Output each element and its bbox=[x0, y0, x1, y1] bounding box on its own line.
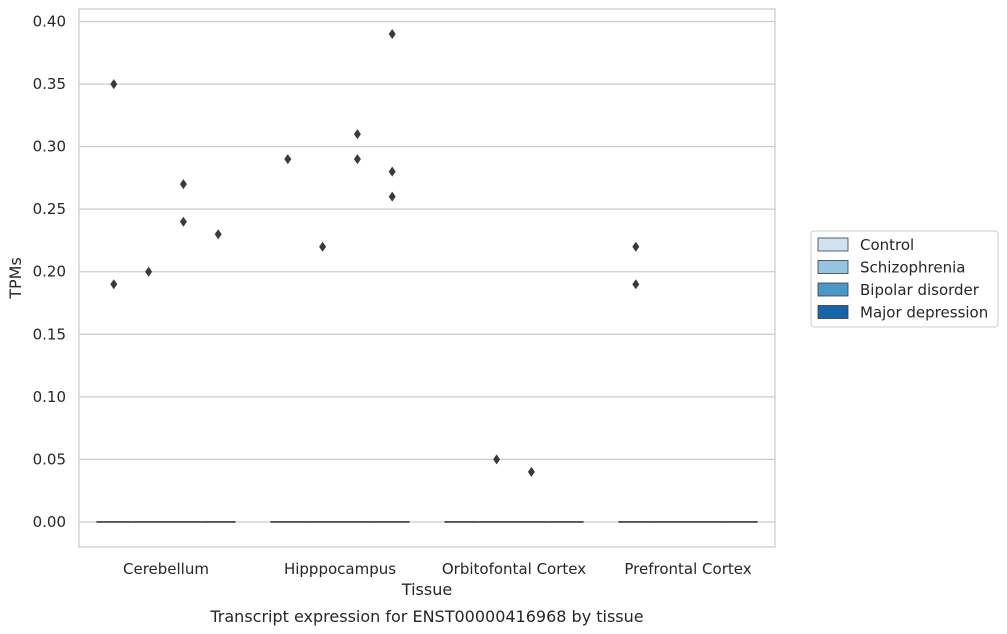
legend-frame bbox=[810, 230, 999, 328]
y-tick-labels: 0.00 0.05 0.10 0.15 0.20 0.25 0.30 0.35 0.40 bbox=[33, 13, 66, 531]
outlier-point bbox=[214, 229, 222, 240]
legend: Control Schizophrenia Bipolar disorder Majo… bbox=[810, 230, 999, 328]
y-tick-label: 0.20 bbox=[33, 263, 66, 281]
y-tick-label: 0.40 bbox=[33, 13, 66, 31]
outlier-point bbox=[179, 216, 187, 227]
legend-label: Control bbox=[860, 236, 914, 254]
legend-swatch bbox=[817, 260, 849, 274]
legend-swatch bbox=[817, 237, 849, 252]
x-axis-title: Tissue bbox=[401, 580, 452, 599]
y-tick-label: 0.00 bbox=[33, 513, 66, 531]
y-tick-label: 0.35 bbox=[33, 75, 66, 93]
outlier-point bbox=[527, 466, 535, 477]
y-tick-label: 0.05 bbox=[33, 450, 66, 468]
legend-swatch bbox=[817, 282, 849, 297]
outlier-points bbox=[110, 29, 640, 477]
legend-label: Schizophrenia bbox=[860, 259, 965, 277]
y-tick-label: 0.30 bbox=[33, 138, 66, 156]
outlier-point bbox=[388, 191, 396, 202]
y-tick-label: 0.10 bbox=[33, 388, 66, 406]
y-tick-label: 0.15 bbox=[33, 325, 66, 343]
outlier-point bbox=[145, 266, 153, 277]
legend-label: Major depression bbox=[860, 304, 988, 322]
outlier-point bbox=[632, 279, 640, 290]
y-tick-label: 0.25 bbox=[33, 200, 66, 218]
gridlines bbox=[79, 20, 775, 523]
outlier-point bbox=[179, 179, 187, 190]
plot-frame bbox=[78, 8, 776, 548]
x-tick-labels: Cerebellum Hipppocampus Orbitofontal Corte… bbox=[123, 560, 752, 578]
outlier-point bbox=[493, 454, 501, 465]
x-tick-label: Prefrontal Cortex bbox=[624, 560, 751, 578]
outlier-point bbox=[388, 29, 396, 40]
x-tick-label: Orbitofontal Cortex bbox=[442, 560, 586, 578]
x-tick-label: Cerebellum bbox=[123, 560, 209, 578]
outlier-point bbox=[284, 154, 292, 165]
outlier-point bbox=[319, 241, 327, 252]
outlier-point bbox=[353, 129, 361, 140]
legend-swatch bbox=[817, 305, 849, 319]
legend-label: Bipolar disorder bbox=[860, 281, 980, 299]
chart-caption: Transcript expression for ENST0000041696… bbox=[209, 607, 643, 626]
outlier-point bbox=[110, 79, 118, 90]
outlier-point bbox=[353, 154, 361, 165]
outlier-point bbox=[110, 279, 118, 290]
legend-items: Control Schizophrenia Bipolar disorder Majo… bbox=[817, 236, 988, 322]
outlier-point bbox=[632, 241, 640, 252]
x-tick-label: Hipppocampus bbox=[284, 560, 396, 578]
y-axis-title: TPMs bbox=[6, 257, 25, 300]
outlier-point bbox=[388, 166, 396, 177]
